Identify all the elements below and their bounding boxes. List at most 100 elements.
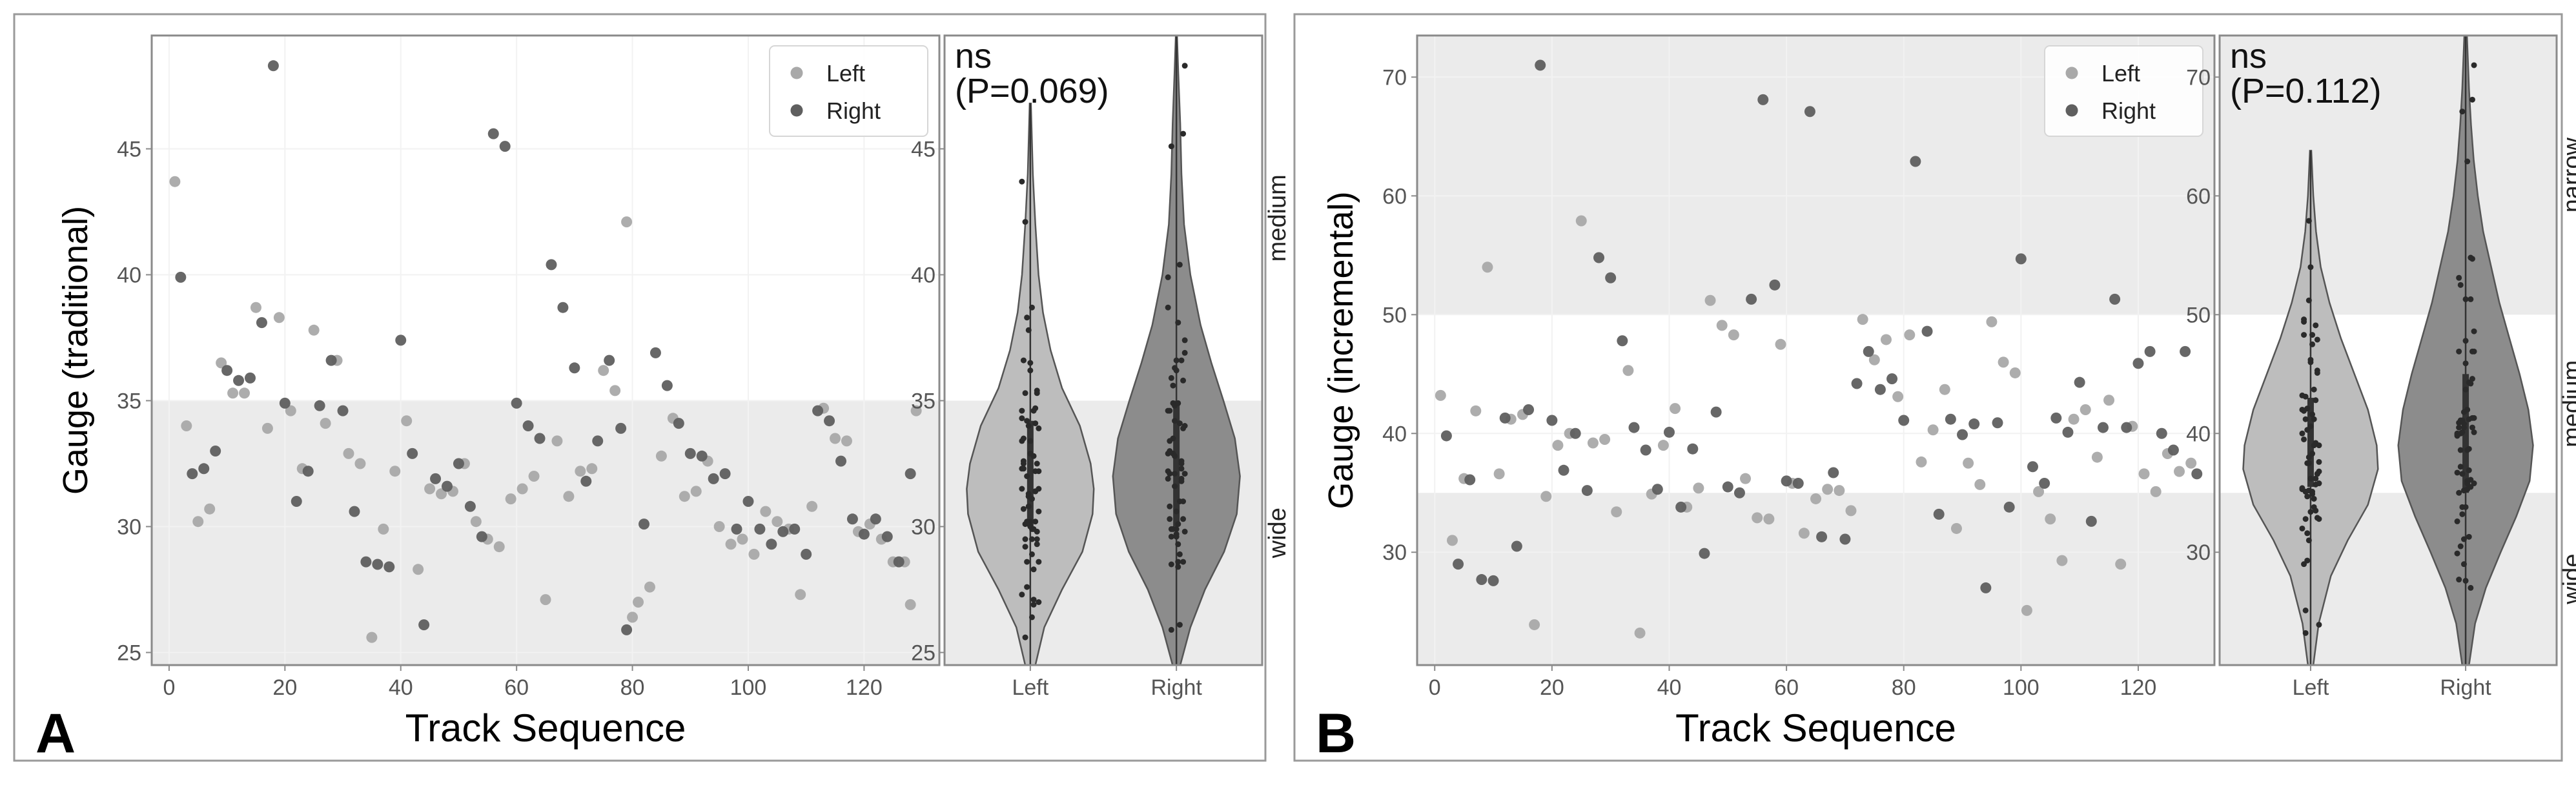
y-tick-label: 30 [911,515,935,540]
point-left [354,458,366,469]
violin-iqr-right [2462,374,2469,493]
panel-b-border [1293,13,2563,762]
point-right [604,354,615,366]
point-left [563,491,575,502]
point-left [1950,522,1962,534]
point-left [1587,437,1599,449]
point-right [801,548,812,560]
violin-point-left [1030,453,1037,459]
violin-point-right [1167,471,1173,477]
point-right [2085,515,2097,527]
point-right [1687,443,1699,455]
point-left [586,463,598,475]
violin-point-left [2302,416,2309,422]
x-tick-label: 40 [1657,675,1682,700]
violin-point-left [1034,528,1040,535]
violin-point-left [2299,430,2305,437]
point-right [221,365,233,376]
x-tick-label: 20 [272,675,297,700]
scatter-plot-a: 0 20 40 60 80 100 120 25 30 35 40 45 Track Sequence G… [56,34,941,750]
point-left [1763,513,1775,525]
violin-point-right [2471,415,2477,421]
violin-point-left [1030,597,1037,603]
point-right [621,624,633,635]
violin-point-left [1034,541,1040,548]
point-left [1575,215,1587,227]
violin-point-right [2462,360,2469,367]
point-right [1605,272,1617,283]
violin-point-right [2456,274,2462,281]
violin-point-left [1030,601,1037,608]
point-left [2009,367,2021,378]
y-axis-title: Gauge (incremental) [1322,191,1360,509]
point-left [2150,486,2162,497]
point-right [1499,412,1511,424]
violin-point-right [2454,469,2460,476]
point-right [546,259,557,271]
y-tick-label: 45 [117,138,141,162]
point-right [1722,481,1733,493]
point-left [627,611,639,623]
point-right [719,468,731,480]
point-left [2185,457,2197,469]
violin-iqr-right [1173,400,1180,527]
violin-point-right [2466,533,2472,540]
violin-point-left [1024,314,1030,321]
axes-frame [943,34,1263,666]
y-tick-label: 25 [117,641,141,666]
violin-point-left [1020,506,1027,512]
point-right [1851,378,1863,389]
point-right [2097,422,2109,433]
x-tick-label: 100 [2003,675,2039,700]
point-left [806,500,818,512]
point-right [835,455,846,467]
violin-point-left [1022,544,1028,550]
violin-point-left [2311,416,2317,422]
point-left [2080,404,2091,415]
point-right [1523,404,1535,415]
point-left [239,387,250,399]
x-axis-title: Track Sequence [1675,706,1956,750]
point-right [314,400,325,411]
point-right [696,450,708,462]
point-right [1733,487,1745,498]
legend-marker-right [2065,104,2078,117]
point-right [360,556,372,568]
violin-point-right [2456,577,2462,583]
violin-point-left [2307,264,2314,271]
violin-category-label: Right [2440,675,2491,700]
violin-point-left [2301,436,2307,442]
zone-label-narrow: narrow [2559,138,2576,213]
point-right [522,420,534,431]
violin-point-left [1022,634,1028,641]
point-right [210,446,221,457]
point-left [795,589,806,601]
y-tick-label: 45 [911,138,935,162]
point-left [1998,356,2009,368]
violin-point-left [1025,327,1032,333]
point-left [2103,395,2115,406]
y-tick-label: 30 [117,515,141,540]
violin-point-right [1176,262,1183,268]
point-right [1921,325,1933,337]
violin-point-left [1028,536,1035,542]
point-right [279,397,291,409]
point-left [192,516,204,528]
point-right [2132,358,2144,369]
y-tick-label: 40 [1382,422,1407,446]
point-left [609,385,621,396]
point-left [1622,365,1634,376]
point-left [575,466,586,477]
violin-point-right [2462,296,2469,302]
violin-point-right [2456,420,2462,426]
violin-point-left [2316,442,2322,449]
violin-point-right [2456,348,2462,354]
violin-point-left [1030,566,1037,573]
violin-point-right [2471,348,2477,354]
violin-point-left [1025,503,1032,509]
point-left [169,176,181,187]
point-right [2167,444,2179,456]
point-right [430,473,442,484]
point-right [1593,252,1605,263]
point-right [325,354,337,366]
